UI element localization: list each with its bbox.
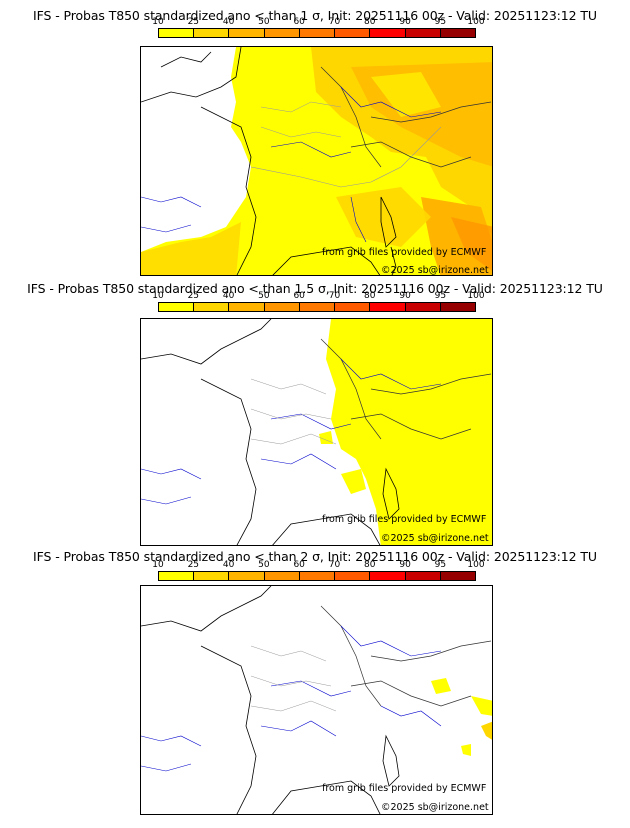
legend-tick-labels: 10 25 40 50 60 70 80 90 95 100	[152, 17, 484, 27]
map-frame: from grib files provided by ECMWF ©2025 …	[140, 318, 493, 546]
legend-tick: 90	[399, 560, 411, 570]
legend-tick: 10	[152, 17, 164, 27]
legend-color-swatch	[335, 29, 371, 37]
legend-tick: 60	[293, 17, 305, 27]
legend-color-swatch	[335, 572, 371, 580]
legend-tick-labels: 10 25 40 50 60 70 80 90 95 100	[152, 291, 484, 301]
legend-tick: 90	[399, 291, 411, 301]
legend-tick: 70	[328, 291, 341, 301]
panel-title: IFS - Probas T850 standardized ano < tha…	[27, 281, 603, 296]
legend-color-swatch	[335, 303, 371, 311]
legend-color-swatch	[440, 572, 475, 580]
legend-color-swatch	[370, 29, 406, 37]
legend-tick: 100	[467, 560, 485, 570]
legend-tick: 80	[364, 560, 376, 570]
panel-title: IFS - Probas T850 standardized ano < tha…	[33, 8, 597, 23]
legend-tick: 10	[152, 560, 164, 570]
map-frame: from grib files provided by ECMWF ©2025 …	[140, 46, 493, 276]
probability-map	[141, 319, 492, 545]
map-frame: from grib files provided by ECMWF ©2025 …	[140, 585, 493, 815]
legend-color-swatch	[194, 572, 230, 580]
legend-color-swatch	[229, 572, 265, 580]
legend-color-swatch	[229, 29, 265, 37]
legend-tick-labels: 10 25 40 50 60 70 80 90 95 100	[152, 560, 484, 570]
legend-color-swatch	[194, 303, 230, 311]
legend-tick: 95	[434, 560, 447, 570]
legend-tick: 10	[152, 291, 164, 301]
legend-color-swatch	[440, 303, 475, 311]
legend-color-swatch	[159, 29, 195, 37]
source-credit: from grib files provided by ECMWF	[322, 783, 487, 794]
legend-color-swatch	[159, 572, 195, 580]
copyright-credit: ©2025 sb@irizone.net	[381, 533, 489, 544]
legend-tick: 50	[258, 291, 270, 301]
legend-color-swatch	[159, 303, 195, 311]
legend-color-swatch	[299, 572, 336, 580]
legend-tick: 40	[222, 291, 235, 301]
legend-color-swatch	[440, 29, 475, 37]
legend-tick: 60	[293, 560, 305, 570]
legend-color-swatch	[405, 29, 441, 37]
legend-color-bar	[158, 28, 476, 38]
legend-tick: 25	[187, 291, 200, 301]
source-credit: from grib files provided by ECMWF	[322, 247, 487, 258]
legend-color-swatch	[405, 303, 441, 311]
legend-tick: 70	[328, 17, 341, 27]
forecast-panel-2sigma: IFS - Probas T850 standardized ano < tha…	[0, 546, 630, 828]
legend-tick: 25	[187, 17, 200, 27]
legend-tick: 95	[434, 17, 447, 27]
legend-color-swatch	[194, 29, 230, 37]
copyright-credit: ©2025 sb@irizone.net	[381, 802, 489, 813]
probability-map	[141, 47, 492, 275]
legend-tick: 80	[364, 17, 376, 27]
legend-color-bar	[158, 571, 476, 581]
legend-tick: 70	[328, 560, 341, 570]
legend-color-swatch	[405, 572, 441, 580]
probability-map	[141, 586, 492, 814]
legend-color-swatch	[370, 572, 406, 580]
legend-color-swatch	[370, 303, 406, 311]
legend-tick: 60	[293, 291, 305, 301]
source-credit: from grib files provided by ECMWF	[322, 514, 487, 525]
legend-color-swatch	[264, 29, 300, 37]
legend-color-swatch	[264, 572, 300, 580]
legend-tick: 40	[222, 560, 235, 570]
legend-tick: 25	[187, 560, 200, 570]
legend-tick: 100	[467, 17, 485, 27]
forecast-panel-1sigma: IFS - Probas T850 standardized ano < tha…	[0, 0, 630, 276]
legend-tick: 100	[467, 291, 485, 301]
copyright-credit: ©2025 sb@irizone.net	[381, 265, 489, 276]
legend-tick: 50	[258, 17, 270, 27]
legend-tick: 50	[258, 560, 270, 570]
panel-title: IFS - Probas T850 standardized ano < tha…	[33, 549, 597, 564]
legend-color-swatch	[299, 29, 336, 37]
legend-color-swatch	[264, 303, 300, 311]
legend-tick: 80	[364, 291, 376, 301]
legend-tick: 95	[434, 291, 447, 301]
legend-color-swatch	[299, 303, 336, 311]
forecast-panel-1_5sigma: IFS - Probas T850 standardized ano < tha…	[0, 276, 630, 546]
legend-color-bar	[158, 302, 476, 312]
legend-tick: 90	[399, 17, 411, 27]
legend-tick: 40	[222, 17, 235, 27]
legend-color-swatch	[229, 303, 265, 311]
